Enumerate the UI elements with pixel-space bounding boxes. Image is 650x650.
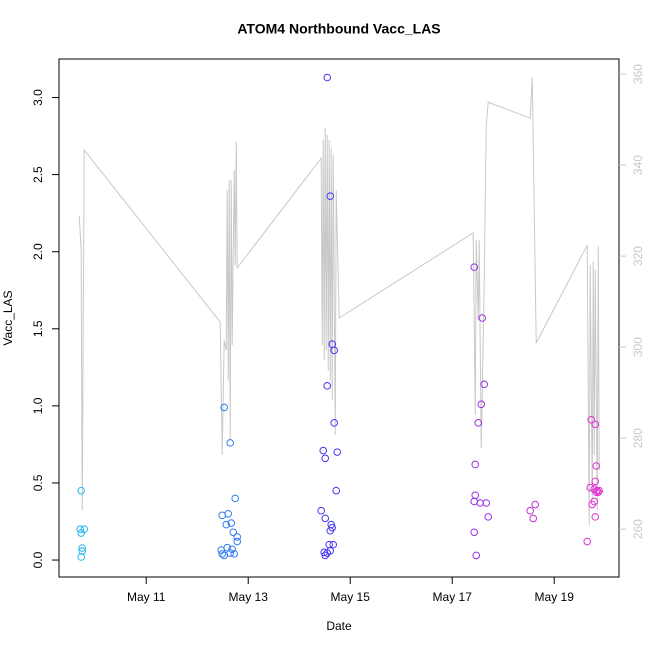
scatter-point	[226, 439, 235, 447]
scatter-point	[222, 520, 231, 529]
y2-tick-label: 280	[631, 428, 645, 448]
scatter-point	[77, 553, 85, 561]
scatter-point	[230, 550, 238, 558]
x-tick-label: May 11	[127, 590, 166, 604]
x-tick-label: May 13	[229, 590, 269, 604]
scatter-point	[472, 551, 481, 560]
y-tick-label: 2.0	[31, 243, 45, 260]
scatter-point	[321, 551, 330, 560]
scatter-point	[228, 545, 237, 554]
chart-title: ATOM4 Northbound Vacc_LAS	[237, 21, 440, 37]
scatter-point	[326, 546, 335, 555]
x-tick-label: May 15	[331, 590, 371, 604]
scatter-point	[317, 506, 326, 515]
scatter-point	[474, 419, 483, 427]
y-tick-label: 3.0	[31, 89, 45, 106]
y2-tick-label: 360	[631, 64, 645, 84]
scatter-point	[218, 550, 227, 558]
scatter-point	[326, 526, 335, 535]
scatter-point	[470, 263, 479, 271]
y2-tick-label: 320	[631, 246, 645, 266]
scatter-point	[233, 537, 242, 546]
y2-tick-label: 260	[631, 519, 645, 539]
plot-frame	[58, 58, 620, 578]
scatter-point	[78, 544, 87, 552]
scatter-point	[529, 514, 538, 523]
scatter-point	[482, 499, 491, 507]
scatter-point	[77, 486, 85, 495]
scatter-point	[583, 537, 592, 546]
scatter-point	[227, 519, 236, 527]
scatter-point	[220, 403, 228, 412]
scatter-point	[592, 462, 601, 470]
scatter-point	[591, 420, 600, 429]
scatter-point	[595, 486, 604, 495]
scatter-point	[471, 460, 480, 469]
scatter-point	[476, 499, 485, 507]
y2-tick-label: 300	[631, 337, 645, 357]
scatter-point	[329, 540, 338, 549]
scatter-point	[594, 488, 603, 497]
scatter-point	[586, 483, 595, 492]
scatter-point	[321, 514, 330, 523]
y-tick-label: 2.5	[31, 166, 45, 183]
y-tick-label: 0.0	[31, 551, 45, 568]
y-tick-label: 1.0	[31, 397, 45, 414]
scatter-point	[229, 528, 238, 537]
scatter-point	[323, 382, 332, 390]
x-tick-label: May 17	[433, 590, 473, 604]
scatter-point	[477, 400, 486, 409]
scatter-point	[332, 486, 340, 495]
scatter-point	[233, 533, 242, 541]
scatter-point	[480, 380, 489, 389]
scatter-point	[319, 446, 328, 455]
scatter-point	[226, 549, 235, 557]
scatter-point	[76, 525, 85, 534]
scatter-point	[531, 500, 540, 509]
scatter-point	[526, 506, 535, 515]
scatter-point	[587, 415, 596, 424]
scatter-point	[593, 486, 602, 495]
scatter-point	[326, 192, 335, 201]
y-axis-label: Vacc_LAS	[1, 290, 15, 345]
y-tick-label: 1.5	[31, 320, 45, 337]
y2-tick-label: 340	[631, 155, 645, 175]
scatter-point	[478, 314, 487, 322]
scatter-point	[231, 494, 240, 503]
scatter-point	[330, 346, 339, 355]
scatter-point	[484, 513, 493, 521]
x-tick-label: May 19	[535, 590, 575, 604]
scatter-point	[591, 477, 600, 486]
scatter-point	[471, 491, 480, 500]
scatter-point	[78, 547, 87, 555]
y-tick-label: 0.5	[31, 474, 45, 491]
scatter-point	[330, 419, 339, 427]
scatter-point	[224, 509, 233, 518]
line-series	[78, 77, 600, 526]
scatter-point	[588, 500, 597, 509]
x-axis-label: Date	[326, 619, 352, 633]
scatter-point	[77, 529, 85, 537]
scatter-point	[321, 454, 330, 463]
scatter-point	[470, 528, 479, 537]
scatter-point	[591, 513, 600, 521]
scatter-point	[323, 73, 332, 82]
scatter-point	[333, 448, 342, 456]
